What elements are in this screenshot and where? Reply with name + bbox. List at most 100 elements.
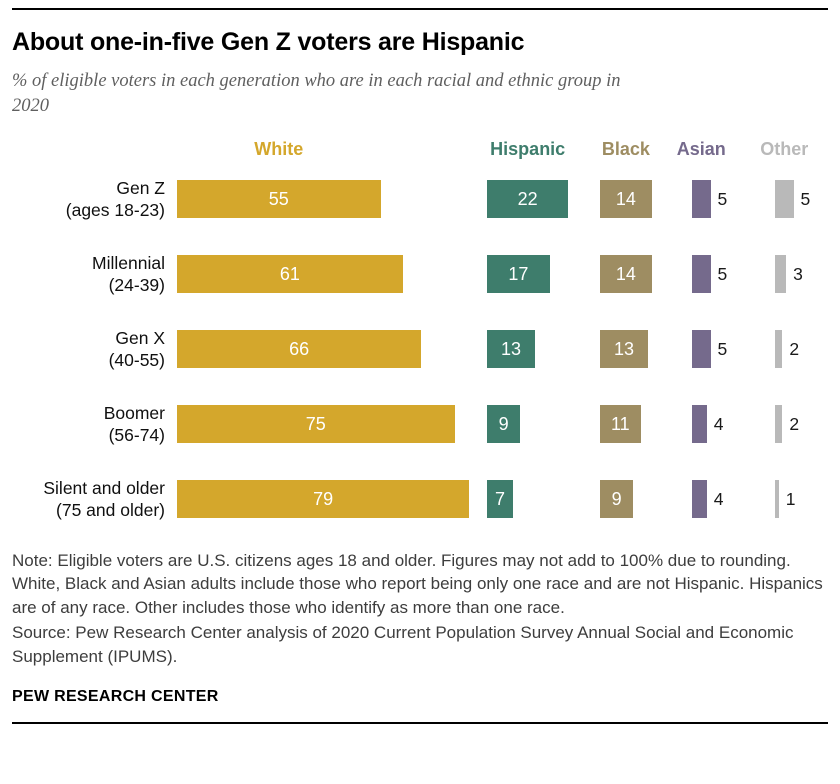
bar-hispanic: 22 — [487, 180, 569, 219]
column-header-hispanic: Hispanic — [490, 138, 566, 159]
footer-brand: PEW RESEARCH CENTER — [12, 688, 219, 706]
bar-cell-black: 14 — [600, 162, 692, 237]
chart-rows: Gen Z (ages 18-23) 55 22 14 5 5 Millennial (24-3… — [12, 162, 828, 537]
bar-value-other: 2 — [789, 338, 800, 359]
column-header-other: Other — [760, 138, 809, 159]
bar-cell-black: 14 — [600, 237, 692, 312]
bar-value-hispanic: 7 — [494, 488, 505, 509]
bar-cell-asian: 5 — [692, 312, 775, 387]
bar-other — [775, 330, 783, 369]
row-label: Gen Z (ages 18-23) — [12, 177, 177, 222]
bar-asian — [692, 180, 711, 219]
bar-cell-hispanic: 7 — [487, 462, 600, 537]
bar-value-asian: 5 — [717, 188, 728, 209]
column-header-center-asian: Asian — [677, 139, 726, 160]
generation-name: Gen Z — [116, 178, 165, 199]
bar-value-other: 3 — [793, 263, 803, 284]
bar-value-asian: 5 — [717, 263, 728, 284]
page-title: About one-in-five Gen Z voters are Hispa… — [12, 28, 525, 56]
bar-cell-hispanic: 22 — [487, 162, 600, 237]
generation-ages: (24-39) — [108, 275, 165, 296]
bar-cell-other: 5 — [775, 162, 828, 237]
column-header-white: White — [254, 138, 304, 159]
column-header-center-hispanic: Hispanic — [487, 139, 568, 160]
bar-value-white: 79 — [313, 488, 334, 509]
bar-cell-asian: 4 — [692, 462, 775, 537]
note-text: Note: Eligible voters are U.S. citizens … — [12, 550, 823, 617]
bar-cell-black: 13 — [600, 312, 692, 387]
column-header-asian: Asian — [676, 138, 726, 159]
column-header-center-black: Black — [600, 139, 652, 160]
row-label: Millennial (24-39) — [12, 252, 177, 297]
bar-value-hispanic: 13 — [501, 338, 522, 359]
bar-value-hispanic: 22 — [517, 188, 538, 209]
bar-value-hispanic: 9 — [498, 413, 509, 434]
bar-cell-white: 61 — [177, 237, 487, 312]
row-label: Boomer (56-74) — [12, 402, 177, 447]
generation-ages: (ages 18-23) — [65, 200, 165, 221]
bar-value-other: 1 — [785, 488, 796, 509]
bar-hispanic: 13 — [487, 330, 536, 369]
chart-row: Millennial (24-39) 61 17 14 5 3 — [12, 237, 828, 312]
chart-row: Silent and older (75 and older) 79 7 9 4 1 — [12, 462, 828, 537]
bar-cell-asian: 4 — [692, 387, 775, 462]
bar-white: 75 — [177, 405, 455, 444]
bar-hispanic: 9 — [487, 405, 521, 444]
bar-other — [775, 180, 794, 219]
bar-cell-black: 9 — [600, 462, 692, 537]
bar-cell-other: 3 — [775, 237, 828, 312]
generation-ages: (56-74) — [108, 425, 165, 446]
bar-value-other: 5 — [800, 188, 811, 209]
chart: White Hispanic Black Asian Other Gen Z (ages … — [12, 139, 828, 537]
bar-other — [775, 405, 783, 444]
column-header-center-white: White — [177, 139, 381, 160]
bar-value-black: 13 — [614, 338, 635, 359]
bar-cell-other: 2 — [775, 387, 828, 462]
bar-white: 79 — [177, 480, 470, 519]
top-rule — [12, 8, 828, 10]
bar-value-black: 14 — [615, 263, 636, 284]
bar-value-white: 61 — [279, 263, 300, 284]
generation-name: Gen X — [115, 328, 165, 349]
chart-card: About one-in-five Gen Z voters are Hispa… — [12, 8, 828, 725]
bar-black: 14 — [600, 180, 652, 219]
bar-cell-hispanic: 17 — [487, 237, 600, 312]
bar-asian — [692, 405, 707, 444]
bar-cell-asian: 5 — [692, 237, 775, 312]
bar-value-white: 66 — [289, 338, 310, 359]
bar-black: 11 — [600, 405, 641, 444]
bar-asian — [692, 480, 707, 519]
bar-value-black: 11 — [611, 413, 630, 434]
column-header-cell-other: Other — [760, 139, 828, 160]
bar-value-white: 75 — [305, 413, 326, 434]
bar-asian — [692, 330, 711, 369]
bar-value-asian: 4 — [713, 488, 724, 509]
generation-name: Silent and older — [43, 478, 165, 499]
bar-asian — [692, 255, 711, 294]
bar-cell-black: 11 — [600, 387, 692, 462]
bar-black: 9 — [600, 480, 634, 519]
chart-subtitle: % of eligible voters in each generation … — [12, 71, 621, 116]
bar-value-other: 2 — [789, 413, 800, 434]
bar-white: 66 — [177, 330, 422, 369]
row-label: Silent and older (75 and older) — [12, 477, 177, 522]
chart-row: Boomer (56-74) 75 9 11 4 2 — [12, 387, 828, 462]
bar-cell-white: 66 — [177, 312, 487, 387]
column-header-cell-white: White — [177, 139, 487, 160]
bar-cell-white: 79 — [177, 462, 487, 537]
bar-black: 13 — [600, 330, 649, 369]
bar-value-asian: 5 — [717, 338, 728, 359]
bar-value-black: 9 — [611, 488, 622, 509]
column-header-center-other: Other — [760, 139, 808, 160]
bar-cell-other: 1 — [775, 462, 828, 537]
bar-hispanic: 17 — [487, 255, 550, 294]
bar-value-hispanic: 17 — [508, 263, 529, 284]
bar-cell-other: 2 — [775, 312, 828, 387]
column-headers: White Hispanic Black Asian Other — [12, 139, 828, 160]
bar-cell-white: 75 — [177, 387, 487, 462]
generation-name: Boomer — [103, 403, 165, 424]
bar-value-asian: 4 — [713, 413, 724, 434]
column-header-cell-hispanic: Hispanic — [487, 139, 600, 160]
bottom-rule — [12, 722, 828, 725]
bar-value-white: 55 — [268, 188, 289, 209]
